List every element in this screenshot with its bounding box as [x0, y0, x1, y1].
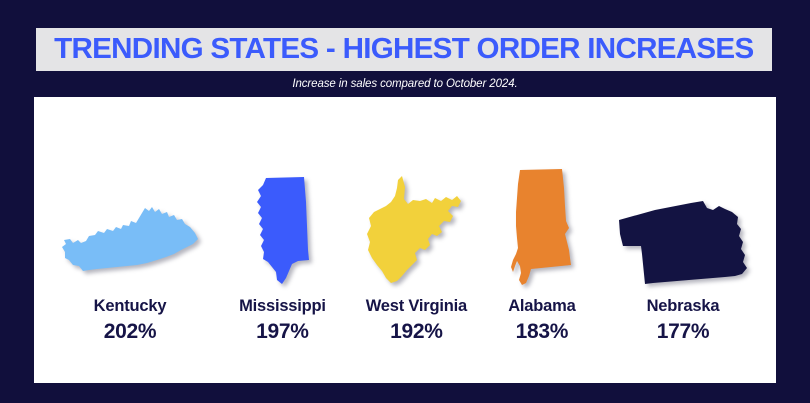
state-column-west-virginia: West Virginia 192% [364, 97, 469, 383]
nebraska-map-icon [615, 158, 751, 288]
alabama-map-icon [507, 158, 577, 288]
west-virginia-map-icon [364, 158, 469, 288]
state-value: 192% [390, 319, 443, 343]
state-value: 177% [656, 319, 710, 343]
state-column-alabama: Alabama 183% [507, 97, 577, 383]
states-row: Kentucky 202% Mississippi 197% [34, 97, 776, 383]
state-name: West Virginia [365, 297, 468, 316]
kentucky-map-icon [59, 158, 201, 288]
page-title: TRENDING STATES - HIGHEST ORDER INCREASE… [54, 33, 754, 65]
subtitle: Increase in sales compared to October 20… [292, 78, 518, 90]
state-name: Kentucky [93, 297, 167, 316]
state-name: Nebraska [646, 297, 720, 316]
state-column-mississippi: Mississippi 197% [239, 97, 326, 383]
state-name: Mississippi [239, 297, 326, 316]
state-name: Alabama [508, 297, 576, 316]
mississippi-map-icon [249, 158, 316, 288]
title-banner: TRENDING STATES - HIGHEST ORDER INCREASE… [36, 28, 772, 71]
state-column-nebraska: Nebraska 177% [615, 97, 751, 383]
state-value: 197% [256, 319, 309, 343]
state-value: 183% [515, 319, 569, 343]
state-value: 202% [103, 319, 157, 343]
state-column-kentucky: Kentucky 202% [59, 97, 201, 383]
states-card: Kentucky 202% Mississippi 197% [34, 97, 776, 383]
